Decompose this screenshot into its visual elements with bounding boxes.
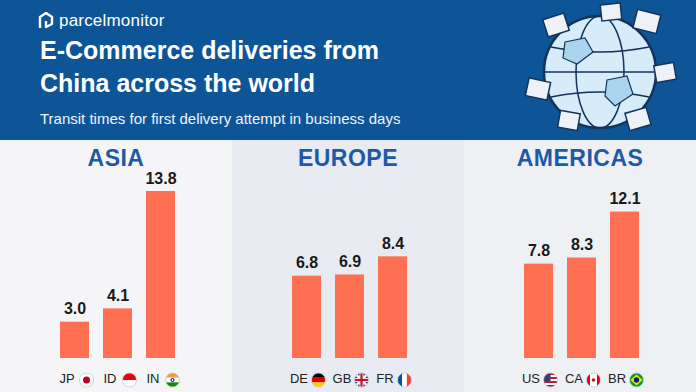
svg-text:13.8: 13.8 xyxy=(145,170,176,187)
svg-text:8.4: 8.4 xyxy=(382,235,404,252)
svg-text:IN: IN xyxy=(147,371,160,386)
svg-text:BR: BR xyxy=(608,371,626,386)
svg-text:7.8: 7.8 xyxy=(528,242,550,259)
svg-text:6.9: 6.9 xyxy=(339,253,361,270)
html-text:ASIA: ASIA xyxy=(87,145,145,171)
svg-text:GB: GB xyxy=(333,371,352,386)
html-text:parcelmonitor: parcelmonitor xyxy=(59,11,165,30)
svg-text:DE: DE xyxy=(290,371,308,386)
html-text:Transit times for first delive: Transit times for first delivery attempt… xyxy=(40,110,401,127)
svg-text:8.3: 8.3 xyxy=(571,236,593,253)
svg-text:CA: CA xyxy=(565,371,583,386)
html-text:EUROPE: EUROPE xyxy=(297,145,399,171)
svg-text:3.0: 3.0 xyxy=(64,300,86,317)
html-text:E-Commerce deliveries from Chi: E-Commerce deliveries from China across … xyxy=(40,36,379,97)
svg-text:6.8: 6.8 xyxy=(296,254,318,271)
svg-text:4.1: 4.1 xyxy=(107,287,129,304)
svg-text:12.1: 12.1 xyxy=(609,190,640,207)
svg-text:US: US xyxy=(522,371,540,386)
svg-text:JP: JP xyxy=(59,371,74,386)
html-text:AMERICAS: AMERICAS xyxy=(516,145,644,171)
svg-text:ID: ID xyxy=(104,371,117,386)
svg-text:FR: FR xyxy=(376,371,393,386)
